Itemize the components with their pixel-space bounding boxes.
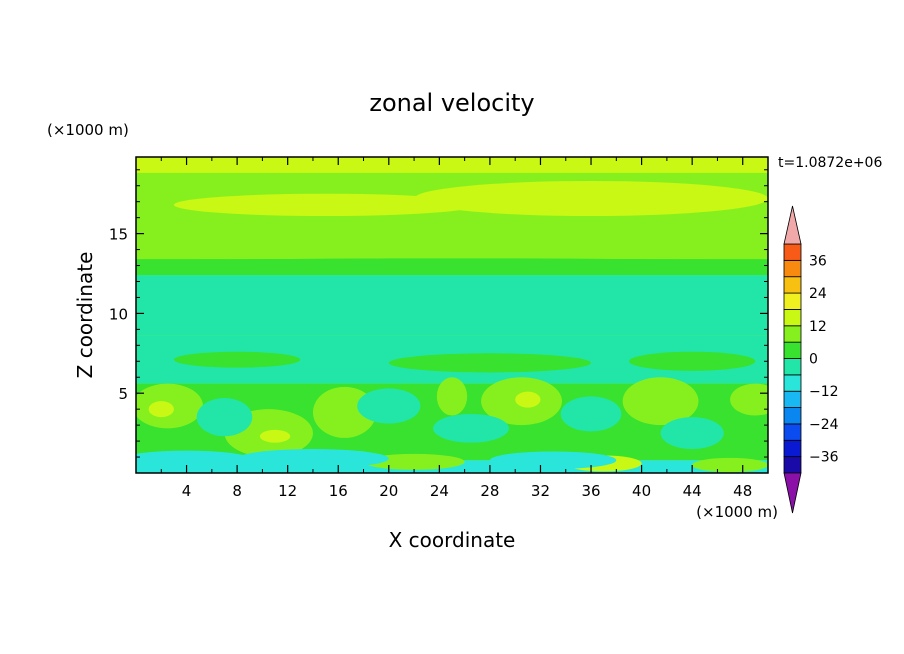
field-feature [136,258,768,267]
x-tick-label: 4 [182,482,192,500]
colorbar-segment [783,456,802,474]
field-feature [357,388,421,424]
colorbar-segment [783,439,802,458]
x-tick-label: 28 [480,482,499,500]
x-axis-label: X coordinate [389,528,516,552]
colorbar-segment [783,325,802,343]
chart-title: zonal velocity [369,89,534,117]
colorbar-tick-label: 24 [809,286,827,302]
y-axis-label: Z coordinate [73,252,97,379]
field-feature [136,158,263,172]
field-feature [173,193,478,217]
field-feature [515,391,541,408]
field-feature [489,451,617,470]
x-tick-label: 36 [581,482,600,500]
colorbar-segment [783,341,802,359]
plot-frame [135,156,769,474]
field-feature [237,449,389,469]
x-tick-label: 48 [733,482,752,500]
field-feature [560,396,622,432]
x-tick-label: 32 [531,482,550,500]
field-feature [136,279,288,303]
field-feature [730,383,768,416]
x-tick-label: 40 [632,482,651,500]
colorbar-segment [783,309,802,327]
field-feature [259,429,291,443]
field-feature [388,353,592,373]
field-feature [148,401,174,418]
colorbar-over-arrow [783,205,802,245]
x-tick-label: 24 [430,482,449,500]
colorbar-segment [783,276,802,294]
x-tick-label: 20 [379,482,398,500]
field-feature [433,413,509,443]
field-feature [436,377,468,416]
colorbar-tick-label: 36 [809,253,827,269]
y-tick-label: 5 [118,385,128,403]
colorbar-segment [783,292,802,310]
field-feature [692,457,768,473]
field-feature [622,377,699,426]
colorbar-segment [783,374,802,392]
y-tick-label: 10 [109,305,128,323]
field-band [136,157,768,173]
x-tick-label: 44 [683,482,702,500]
x-tick-label: 12 [278,482,297,500]
colorbar-tick-label: −36 [809,450,839,466]
colorbar-segment [783,358,802,376]
field-feature [196,397,253,437]
colorbar-under-arrow [783,472,802,514]
field-feature [136,450,250,467]
colorbar-segment [783,243,802,261]
field-feature [628,351,756,371]
colorbar-tick-label: 0 [809,352,818,368]
y-tick-label: 15 [109,226,128,244]
field-feature [173,351,301,368]
x-tick-label: 8 [232,482,242,500]
field-feature [660,417,724,450]
x-tick-label: 16 [329,482,348,500]
colorbar-segment [783,259,802,278]
field-feature [414,180,768,217]
x-unit-label: (×1000 m) [696,503,778,521]
colorbar-tick-label: −12 [809,384,839,400]
y-unit-label: (×1000 m) [47,121,129,139]
colorbar: 36 24 12 0 −12 −24 −36 [783,205,839,514]
colorbar-segment [783,390,802,408]
colorbar-tick-label: 12 [809,319,827,335]
time-label: t=1.0872e+06 [778,155,882,171]
colorbar-segment [783,423,802,441]
colorbar-tick-label: −24 [809,417,839,433]
colorbar-segment [783,407,802,425]
